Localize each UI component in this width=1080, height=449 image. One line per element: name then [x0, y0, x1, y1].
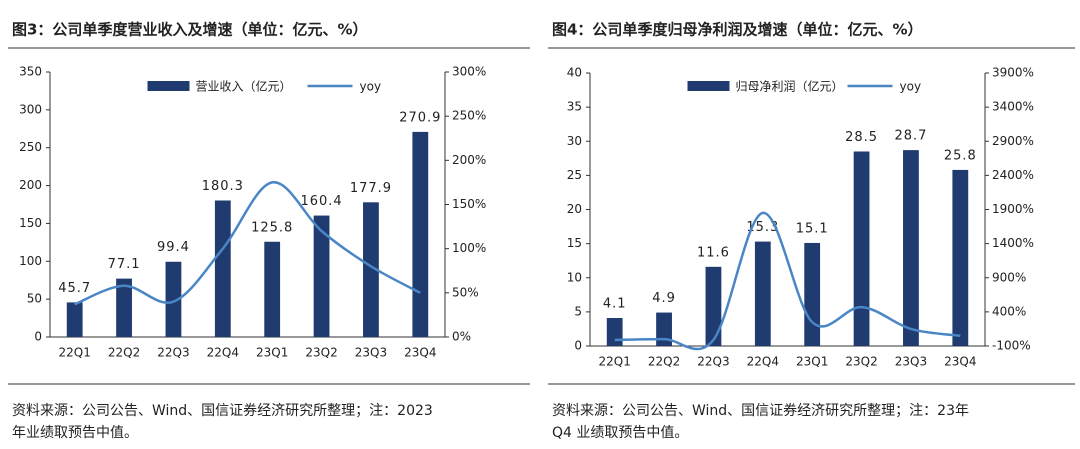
y-tick-label: 25 [567, 168, 582, 182]
bar [165, 261, 182, 337]
legend-swatch [687, 81, 730, 91]
y-tick-label: 50 [27, 292, 42, 306]
y2-tick-label: 300% [452, 65, 486, 79]
x-tick-label: 23Q3 [895, 355, 927, 369]
y2-tick-label: 0% [452, 330, 471, 344]
legend-label: yoy [900, 80, 922, 94]
y-tick-label: 350 [19, 65, 42, 79]
y2-tick-label: 150% [452, 197, 486, 211]
x-tick-label: 23Q4 [944, 355, 976, 369]
bar [214, 200, 231, 337]
value-label: 125.8 [251, 220, 293, 235]
y-tick-label: 150 [19, 216, 42, 230]
chart-title: 图3：公司单季度营业收入及增速（单位：亿元、%） [12, 21, 367, 39]
y2-tick-label: 2900% [992, 134, 1034, 148]
bar [853, 151, 870, 346]
value-label: 77.1 [108, 257, 141, 272]
y-tick-label: 300 [19, 102, 42, 116]
value-label: 99.4 [157, 240, 190, 255]
bar [903, 150, 919, 346]
x-tick-label: 22Q3 [157, 346, 189, 360]
value-label: 45.7 [58, 281, 91, 296]
y2-tick-label: 50% [452, 285, 479, 299]
y2-tick-label: 400% [992, 304, 1026, 318]
value-label: 160.4 [300, 194, 342, 209]
value-label: 11.6 [697, 245, 730, 260]
value-label: 4.9 [652, 291, 676, 306]
chart-title: 图4：公司单季度归母净利润及增速（单位：亿元、%） [552, 21, 922, 39]
y-tick-label: 250 [19, 140, 42, 154]
bar [754, 241, 771, 346]
x-tick-label: 22Q3 [697, 355, 729, 369]
y-tick-label: 200 [19, 178, 42, 192]
x-tick-label: 23Q3 [355, 346, 387, 360]
bar [705, 266, 722, 346]
legend-label: yoy [360, 80, 382, 94]
legend-label: 归母净利润（亿元） [736, 79, 844, 94]
y2-tick-label: 200% [452, 153, 486, 167]
x-tick-label: 22Q1 [599, 355, 631, 369]
note: 年业绩取预告中值。 [12, 425, 138, 441]
value-label: 25.8 [944, 148, 977, 163]
y-tick-label: 20 [567, 202, 582, 216]
value-label: 28.7 [894, 129, 927, 144]
y2-tick-label: -100% [992, 339, 1031, 353]
value-label: 4.1 [603, 297, 627, 312]
y2-tick-label: 250% [452, 109, 486, 123]
y-tick-label: 5 [574, 304, 582, 318]
y2-tick-label: 3900% [992, 66, 1034, 80]
x-tick-label: 22Q1 [59, 346, 91, 360]
bar [412, 131, 429, 337]
bar [804, 242, 821, 346]
note: Q4 业绩取预告中值。 [552, 425, 688, 441]
y-tick-label: 0 [574, 339, 582, 353]
value-label: 15.1 [796, 221, 829, 236]
y2-tick-label: 3400% [992, 100, 1034, 114]
bar [66, 302, 83, 337]
legend-label: 营业收入（亿元） [196, 79, 292, 94]
bar [264, 241, 281, 337]
y2-tick-label: 2400% [992, 168, 1034, 182]
note: 资料来源：公司公告、Wind、国信证券经济研究所整理；注：23年 [552, 403, 969, 419]
y-tick-label: 0 [34, 330, 42, 344]
legend-swatch [147, 81, 190, 91]
x-tick-label: 22Q4 [747, 355, 779, 369]
value-label: 28.5 [845, 130, 878, 145]
bar [313, 215, 330, 337]
x-tick-label: 23Q4 [404, 346, 436, 360]
y-tick-label: 30 [567, 134, 582, 148]
bar [606, 318, 623, 346]
y-tick-label: 35 [567, 100, 582, 114]
line [614, 211, 961, 351]
x-tick-label: 23Q2 [845, 355, 877, 369]
y-tick-label: 15 [567, 236, 582, 250]
x-tick-label: 22Q2 [648, 355, 680, 369]
y2-tick-label: 1400% [992, 236, 1034, 250]
bar [363, 202, 379, 337]
y2-tick-label: 900% [992, 270, 1026, 284]
x-tick-label: 23Q1 [256, 346, 288, 360]
line [74, 181, 421, 306]
y-tick-label: 100 [19, 254, 42, 268]
value-label: 177.9 [350, 181, 392, 196]
note: 资料来源：公司公告、Wind、国信证券经济研究所整理；注：2023 [12, 403, 433, 419]
y2-tick-label: 1900% [992, 202, 1034, 216]
x-tick-label: 22Q4 [207, 346, 239, 360]
bar [656, 312, 672, 346]
y-tick-label: 10 [567, 270, 582, 284]
x-tick-label: 23Q1 [796, 355, 828, 369]
x-tick-label: 23Q2 [305, 346, 337, 360]
value-label: 180.3 [202, 179, 244, 194]
y2-tick-label: 100% [452, 241, 486, 255]
bar [116, 278, 132, 337]
bar [952, 169, 969, 346]
y-tick-label: 40 [567, 66, 582, 80]
value-label: 270.9 [399, 110, 441, 125]
x-tick-label: 22Q2 [108, 346, 140, 360]
